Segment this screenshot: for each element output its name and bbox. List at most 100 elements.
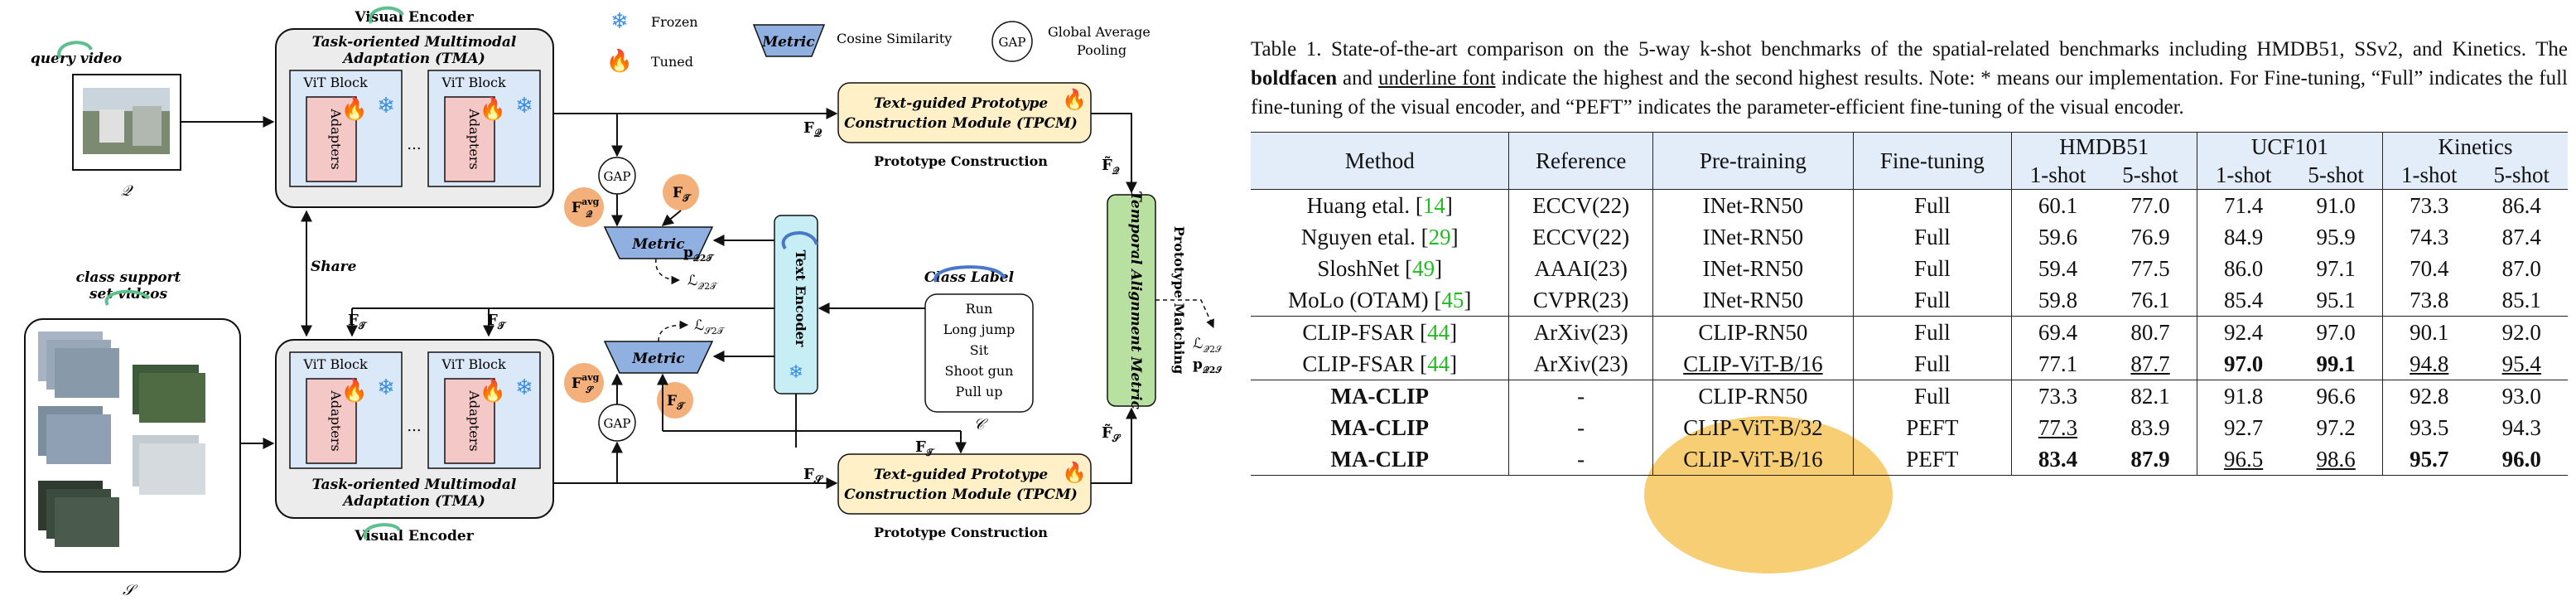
tma-label-top-2: Adaptation (TMA) bbox=[341, 51, 485, 67]
score-cell: 70.4 bbox=[2381, 253, 2476, 284]
finetuning-cell: Full bbox=[1852, 380, 2012, 412]
header-1-shot: 1-shot bbox=[2010, 161, 2105, 190]
table-row: Nguyen etal. [29] ECCV(22) INet-RN50 Full 59… bbox=[1251, 221, 2568, 253]
adapters-label: Adapters bbox=[466, 390, 482, 451]
finetuning-cell: Full bbox=[1852, 348, 2012, 380]
green-circle-mark bbox=[57, 41, 93, 59]
score-cell: 85.4 bbox=[2196, 284, 2290, 317]
header-method: Method bbox=[1251, 132, 1509, 190]
class-symbol: 𝒞 bbox=[973, 416, 988, 433]
tpcm-box-top bbox=[837, 82, 1092, 143]
score-cell: 94.8 bbox=[2381, 348, 2476, 380]
arrow-ft-to-metric bbox=[661, 210, 682, 226]
citation-link[interactable]: 49 bbox=[1412, 255, 1435, 281]
flame-icon: 🔥 bbox=[341, 378, 368, 404]
score-cell: 91.0 bbox=[2289, 189, 2383, 221]
share-label: Share bbox=[311, 259, 357, 275]
table-panel: Table 1. State-of-the-art comparison on … bbox=[1251, 35, 2568, 476]
method-cell: MA-CLIP bbox=[1251, 443, 1509, 476]
flame-icon: 🔥 bbox=[606, 48, 633, 74]
method-cell: Huang etal. [14] bbox=[1251, 189, 1509, 221]
metric-label-bottom: Metric bbox=[631, 351, 685, 367]
score-cell: 83.9 bbox=[2130, 414, 2170, 440]
l-q2s-label: ℒ𝒬2𝒮 bbox=[1193, 336, 1222, 355]
legend-frozen: Frozen bbox=[651, 14, 698, 30]
score-cell: 85.1 bbox=[2501, 287, 2541, 312]
snowflake-icon: ❄ bbox=[789, 362, 803, 383]
score-cell: 95.4 bbox=[2501, 351, 2541, 376]
vit-block-label: ViT Block bbox=[441, 356, 506, 372]
tma-label-top-1: Task-oriented Multimodal bbox=[312, 34, 517, 51]
score-cell: 94.3 bbox=[2501, 414, 2541, 440]
arrow-tpcm-top-to-tam bbox=[1091, 113, 1137, 194]
score-cell: 96.5 bbox=[2196, 443, 2290, 476]
score-cell: 74.3 bbox=[2381, 221, 2476, 253]
score-cell: 95.7 bbox=[2381, 443, 2476, 476]
metric-label-top: Metric bbox=[631, 236, 685, 253]
ft-badge-label: F𝒯 bbox=[673, 185, 692, 204]
flame-icon: 🔥 bbox=[480, 378, 506, 404]
visual-encoder-label-top: Visual Encoder bbox=[354, 9, 474, 26]
ellipsis: ... bbox=[407, 418, 421, 435]
table-row: SloshNet [49] AAAI(23) INet-RN50 Full 59.4 77… bbox=[1251, 253, 2568, 284]
citation-link[interactable]: 29 bbox=[1428, 224, 1451, 249]
citation-bracket: ] bbox=[1435, 255, 1443, 281]
citation-link[interactable]: 45 bbox=[1441, 287, 1464, 312]
metric-top bbox=[603, 226, 714, 259]
score-cell: 71.4 bbox=[2196, 189, 2290, 221]
citation-link[interactable]: 14 bbox=[1422, 192, 1445, 218]
score-cell: 95.1 bbox=[2316, 287, 2356, 312]
table-row: CLIP-FSAR [44] ArXiv(23) CLIP-RN50 Full 69.4… bbox=[1251, 316, 2568, 348]
metric-bottom bbox=[603, 341, 714, 374]
class-label-box bbox=[924, 293, 1034, 413]
reference-cell: - bbox=[1508, 443, 1653, 476]
fs-avg-badge bbox=[564, 363, 604, 403]
adapters-label: Adapters bbox=[466, 108, 482, 169]
score-cell: 59.8 bbox=[2010, 284, 2105, 317]
fs-avg-label: Favg 𝒮 bbox=[572, 372, 600, 395]
reference-cell: CVPR(23) bbox=[1508, 284, 1653, 317]
blue-circle-mark bbox=[781, 231, 818, 250]
score-cell: 77.3 bbox=[2010, 412, 2105, 443]
snowflake-icon: ❄ bbox=[610, 9, 629, 34]
finetuning-cell: PEFT bbox=[1852, 443, 2012, 476]
header-kinetics: Kinetics bbox=[2381, 132, 2568, 161]
score-cell: 91.8 bbox=[2196, 380, 2290, 412]
fq-tilde-label: F̃𝒬 bbox=[1102, 156, 1120, 177]
support-label-2: set videos bbox=[89, 286, 168, 302]
support-label-1: class support bbox=[76, 269, 181, 286]
citation-bracket: ] bbox=[1450, 224, 1459, 249]
header-reference: Reference bbox=[1508, 132, 1653, 190]
gap-label: GAP bbox=[604, 416, 631, 431]
method-name: MA-CLIP bbox=[1330, 414, 1429, 440]
header-ucf101: UCF101 bbox=[2196, 132, 2383, 161]
score-cell: 80.7 bbox=[2104, 316, 2197, 348]
flame-icon: 🔥 bbox=[1062, 461, 1087, 484]
finetuning-cell: Full bbox=[1852, 221, 2012, 253]
citation-link[interactable]: 44 bbox=[1427, 351, 1450, 376]
reference-cell: ArXiv(23) bbox=[1508, 316, 1653, 348]
class-label-item: Sit bbox=[970, 342, 989, 358]
score-cell: 59.4 bbox=[2010, 253, 2105, 284]
method-name: MoLo (OTAM) [ bbox=[1288, 287, 1442, 312]
dashed-arrow-l-s2t bbox=[658, 320, 689, 342]
tpcm-label-bottom-2: Construction Module (TPCM) bbox=[844, 486, 1078, 503]
text-encoder-label: Text Encoder bbox=[793, 250, 808, 347]
score-cell: 98.6 bbox=[2289, 443, 2383, 476]
class-label-item: Shoot gun bbox=[945, 363, 1014, 379]
query-video-label: query video bbox=[31, 51, 122, 67]
citation-link[interactable]: 44 bbox=[1427, 319, 1450, 345]
table-group-baselines: Huang etal. [14] ECCV(22) INet-RN50 Full 60.… bbox=[1251, 189, 2568, 317]
score-cell: 77.5 bbox=[2130, 255, 2170, 281]
citation-bracket: ] bbox=[1464, 287, 1472, 312]
reference-cell: - bbox=[1508, 412, 1653, 443]
tma-label-bottom-1: Task-oriented Multimodal bbox=[312, 477, 517, 493]
score-cell: 92.7 bbox=[2196, 412, 2290, 443]
legend-tuned: Tuned bbox=[651, 54, 693, 70]
method-name: CLIP-FSAR [ bbox=[1302, 351, 1428, 376]
score-cell: 87.0 bbox=[2501, 255, 2541, 281]
table-row: MoLo (OTAM) [45] CVPR(23) INet-RN50 Full 59.… bbox=[1251, 284, 2568, 317]
table-group-clip-baselines: CLIP-FSAR [44] ArXiv(23) CLIP-RN50 Full 69.4… bbox=[1251, 316, 2568, 380]
method-name: SloshNet [ bbox=[1317, 255, 1413, 281]
score-cell: 97.0 bbox=[2289, 316, 2383, 348]
